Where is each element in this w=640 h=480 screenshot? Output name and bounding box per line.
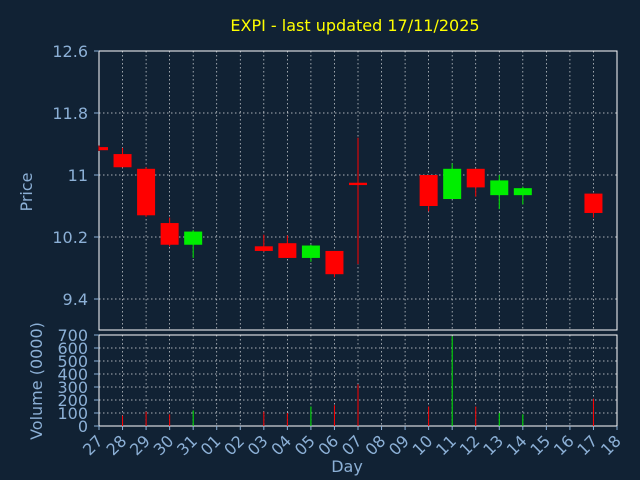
chart-title: EXPI - last updated 17/11/2025 <box>230 16 479 35</box>
candle-body <box>466 168 485 188</box>
price-plot-frame <box>98 50 618 331</box>
price-ytick-label: 11.8 <box>52 104 88 123</box>
candle-body <box>278 243 297 258</box>
x-axis-label: Day <box>331 457 363 476</box>
price-ytick-label: 12.6 <box>52 42 88 61</box>
candle-body <box>301 245 320 258</box>
volume-ytick-label: 400 <box>57 365 88 384</box>
x-axis: 2728293031010203040506070809101112131415… <box>79 426 625 459</box>
candle-body <box>349 182 367 186</box>
price-axis-label: Price <box>17 172 36 211</box>
volume-ytick-label: 0 <box>78 417 88 436</box>
price-candles <box>98 137 603 278</box>
volume-axis-label: Volume (0000) <box>27 322 46 440</box>
price-ytick-label: 9.4 <box>63 290 88 309</box>
volume-gridlines <box>99 335 617 426</box>
volume-ytick-label: 600 <box>57 339 88 358</box>
volume-ytick-label: 100 <box>57 404 88 423</box>
candle-body <box>254 246 273 251</box>
candle-body <box>184 231 203 245</box>
candle-body <box>113 154 132 168</box>
price-ytick-label: 11 <box>68 166 88 185</box>
volume-ytick-label: 500 <box>57 352 88 371</box>
price-y-axis: 12.6 11.8 11 10.2 9.4 <box>52 42 99 309</box>
candle-body <box>513 188 532 196</box>
candle-body <box>99 147 108 151</box>
candle-body <box>584 193 603 213</box>
volume-bars <box>122 336 594 426</box>
price-gridlines <box>99 51 617 330</box>
volume-ytick-label: 300 <box>57 378 88 397</box>
candle-body <box>137 168 156 216</box>
volume-ytick-label: 200 <box>57 391 88 410</box>
candle-body <box>160 223 179 245</box>
candle-body <box>443 168 462 200</box>
candle-body <box>419 175 438 206</box>
candle-body <box>490 180 509 196</box>
x-tick-label: 18 <box>597 431 625 459</box>
price-ytick-label: 10.2 <box>52 228 88 247</box>
candle-body <box>325 250 344 275</box>
volume-ytick-label: 700 <box>57 326 88 345</box>
